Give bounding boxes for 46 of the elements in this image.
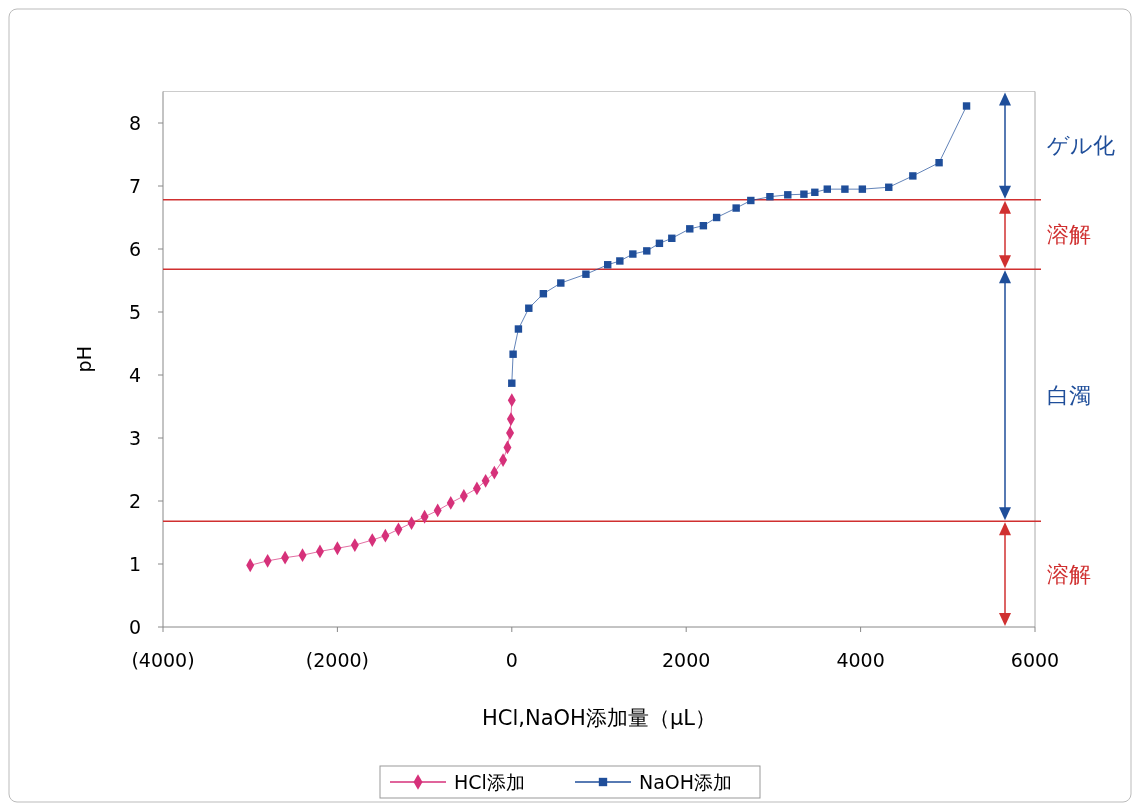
point <box>811 188 819 197</box>
point <box>668 234 676 242</box>
y-tick-label: 0 <box>128 615 141 638</box>
point <box>616 257 624 265</box>
y-tick-label: 4 <box>128 363 141 386</box>
point <box>747 196 755 205</box>
point <box>509 350 517 358</box>
point <box>858 185 867 193</box>
legend-label: NaOH添加 <box>639 770 733 793</box>
point <box>823 185 831 193</box>
x-tick-label: (2000) <box>305 649 369 671</box>
y-tick-label: 6 <box>128 237 141 260</box>
text: 白濁 <box>1047 382 1091 408</box>
point <box>525 304 533 312</box>
y-tick-label: 2 <box>128 489 141 512</box>
text: 溶解 <box>1047 561 1091 587</box>
x-tick-label: 4000 <box>836 649 885 671</box>
y-tick-label: 3 <box>128 426 141 449</box>
point <box>686 225 694 233</box>
x-tick-label: 6000 <box>1010 649 1060 671</box>
y-tick-label: 7 <box>128 174 141 197</box>
point <box>935 158 943 167</box>
point <box>909 172 917 180</box>
point <box>557 279 565 287</box>
point <box>732 204 740 212</box>
x-tick-label: 2000 <box>662 649 711 671</box>
point <box>582 270 590 278</box>
point <box>629 250 637 258</box>
point <box>508 379 516 387</box>
point <box>643 247 651 255</box>
point <box>514 325 523 333</box>
point <box>841 185 849 193</box>
y-tick-label: 1 <box>128 552 141 575</box>
text: 溶解 <box>1047 222 1091 248</box>
x-axis-title: HCl,NaOH添加量（μL） <box>482 706 716 730</box>
legend-label: HCl添加 <box>454 770 525 793</box>
point <box>766 193 774 201</box>
point <box>962 102 971 110</box>
text: ゲル化 <box>1047 133 1115 159</box>
point <box>784 191 792 199</box>
y-tick-label: 8 <box>128 111 141 134</box>
y-tick-label: 5 <box>128 300 141 323</box>
y-axis-title: pH <box>73 346 95 373</box>
x-tick-label: 0 <box>505 649 518 671</box>
x-tick-label: (4000) <box>131 649 195 671</box>
point <box>800 190 808 198</box>
